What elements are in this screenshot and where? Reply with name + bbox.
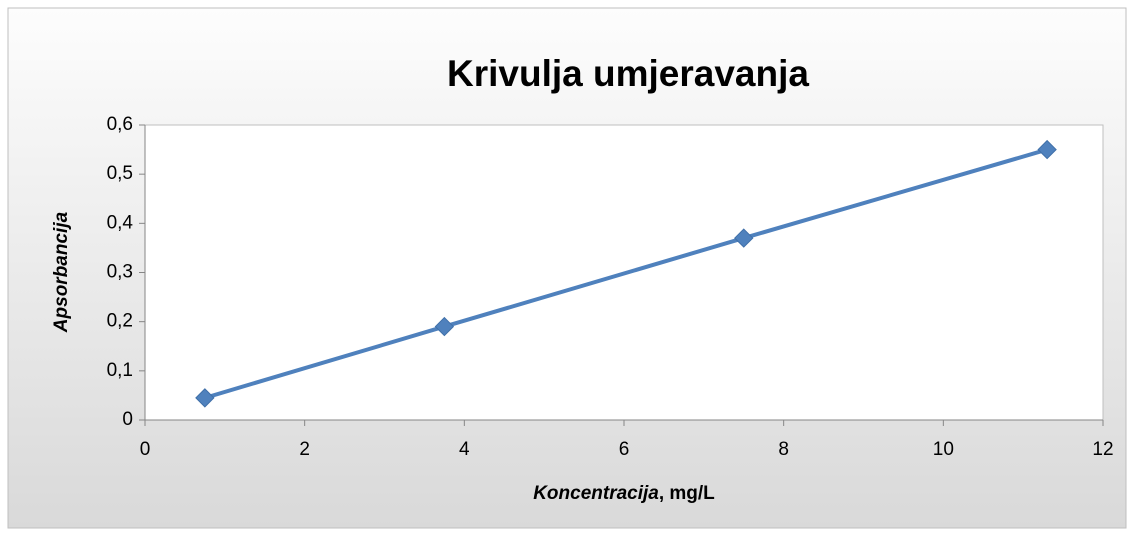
x-axis-label-part: Koncentracija (533, 483, 659, 504)
x-tick-label: 8 (778, 439, 789, 460)
y-tick-label: 0,4 (107, 212, 134, 233)
data-marker (434, 316, 455, 337)
chart-title: Krivulja umjeravanja (447, 53, 809, 94)
y-tick-label: 0,3 (107, 262, 133, 283)
data-line (204, 147, 1048, 400)
x-axis-label: Koncentracija, mg/L (533, 483, 715, 504)
data-marker (195, 388, 215, 408)
x-tick-label: 0 (140, 439, 151, 460)
data-marker (1037, 139, 1057, 160)
x-tick-label: 2 (299, 439, 310, 460)
y-tick-label: 0 (122, 409, 133, 430)
y-axis-label: Apsorbancija (51, 211, 72, 333)
x-axis-label-part: , mg/L (659, 483, 715, 504)
x-tick-label: 12 (1092, 439, 1113, 460)
y-tick-label: 0,1 (107, 360, 133, 381)
x-tick-label: 10 (933, 439, 954, 460)
x-tick-label: 6 (619, 439, 630, 460)
data-marker (734, 228, 754, 248)
y-tick-label: 0,2 (107, 311, 133, 332)
y-tick-label: 0,5 (107, 163, 133, 184)
y-tick-label: 0,6 (107, 114, 133, 135)
x-tick-label: 4 (459, 439, 470, 460)
